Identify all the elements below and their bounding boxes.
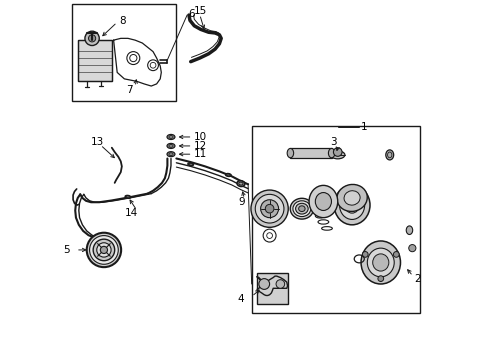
Text: 9: 9 xyxy=(238,197,244,207)
Text: 13: 13 xyxy=(91,137,104,147)
Circle shape xyxy=(100,246,107,253)
Circle shape xyxy=(89,235,118,264)
Circle shape xyxy=(265,204,273,213)
Ellipse shape xyxy=(225,174,231,176)
Circle shape xyxy=(408,244,415,252)
Ellipse shape xyxy=(328,148,334,158)
Ellipse shape xyxy=(315,193,331,211)
Ellipse shape xyxy=(168,135,173,138)
Circle shape xyxy=(377,276,383,282)
Ellipse shape xyxy=(330,151,344,159)
Text: 12: 12 xyxy=(193,141,206,151)
Ellipse shape xyxy=(333,185,369,225)
Ellipse shape xyxy=(286,148,293,158)
Ellipse shape xyxy=(336,184,366,211)
Ellipse shape xyxy=(125,195,130,198)
Bar xyxy=(78,40,112,81)
Ellipse shape xyxy=(167,143,175,148)
Ellipse shape xyxy=(292,201,310,217)
Text: 6: 6 xyxy=(188,9,194,19)
Text: 4: 4 xyxy=(237,294,244,304)
Text: 10: 10 xyxy=(193,132,206,142)
Text: 8: 8 xyxy=(119,16,125,26)
Ellipse shape xyxy=(339,191,364,220)
Bar xyxy=(251,126,419,313)
Ellipse shape xyxy=(372,254,388,271)
Text: 3: 3 xyxy=(329,137,336,147)
Circle shape xyxy=(255,194,284,223)
Bar xyxy=(257,273,287,304)
Circle shape xyxy=(250,190,287,227)
Ellipse shape xyxy=(168,144,173,147)
Ellipse shape xyxy=(406,226,412,234)
Circle shape xyxy=(260,200,278,218)
Ellipse shape xyxy=(237,181,244,186)
Circle shape xyxy=(93,239,115,261)
Text: 15: 15 xyxy=(193,6,206,17)
Circle shape xyxy=(393,252,398,257)
Ellipse shape xyxy=(385,150,393,160)
Circle shape xyxy=(86,233,121,267)
Ellipse shape xyxy=(167,152,175,157)
Ellipse shape xyxy=(308,185,337,218)
Text: 7: 7 xyxy=(125,85,132,95)
Circle shape xyxy=(97,243,111,257)
Circle shape xyxy=(88,35,96,42)
Text: 1: 1 xyxy=(360,122,367,132)
Ellipse shape xyxy=(295,203,307,214)
Circle shape xyxy=(85,31,99,45)
Circle shape xyxy=(362,252,367,257)
Circle shape xyxy=(276,280,284,288)
Text: 11: 11 xyxy=(193,149,206,159)
Ellipse shape xyxy=(344,197,359,213)
Text: 14: 14 xyxy=(124,208,138,219)
Bar xyxy=(78,40,112,81)
Ellipse shape xyxy=(360,241,400,284)
Ellipse shape xyxy=(167,134,175,139)
Ellipse shape xyxy=(298,206,305,212)
Text: 5: 5 xyxy=(63,245,70,255)
Ellipse shape xyxy=(290,198,313,219)
Bar xyxy=(290,148,331,158)
Text: 2: 2 xyxy=(413,274,420,284)
Ellipse shape xyxy=(344,191,359,205)
Ellipse shape xyxy=(366,248,393,277)
Bar xyxy=(72,4,176,101)
Ellipse shape xyxy=(187,163,193,166)
Ellipse shape xyxy=(168,153,173,156)
Circle shape xyxy=(333,148,341,156)
Circle shape xyxy=(258,279,269,289)
